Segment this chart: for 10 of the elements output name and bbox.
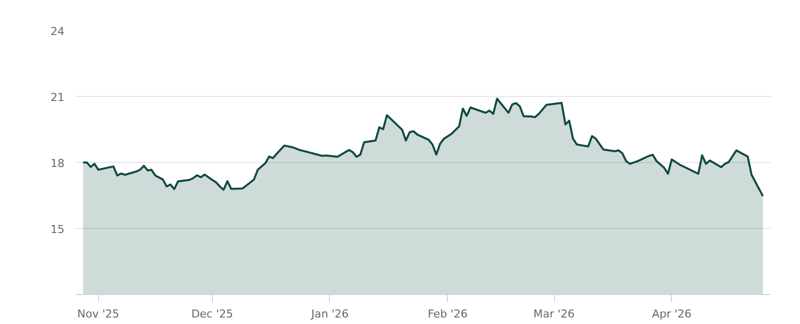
x-tick-label: Mar '26 [533, 308, 575, 320]
x-tick-label: Feb '26 [428, 308, 468, 320]
x-tick-label: Apr '26 [652, 308, 692, 320]
x-tick-label: Jan '26 [310, 308, 349, 320]
x-tick-label: Nov '25 [77, 308, 120, 320]
y-tick-label: 24 [50, 25, 65, 38]
y-tick-label: 18 [50, 157, 65, 170]
y-tick-label: 21 [50, 91, 65, 104]
y-tick-label: 15 [50, 223, 65, 236]
x-tick-label: Dec '25 [191, 308, 234, 320]
